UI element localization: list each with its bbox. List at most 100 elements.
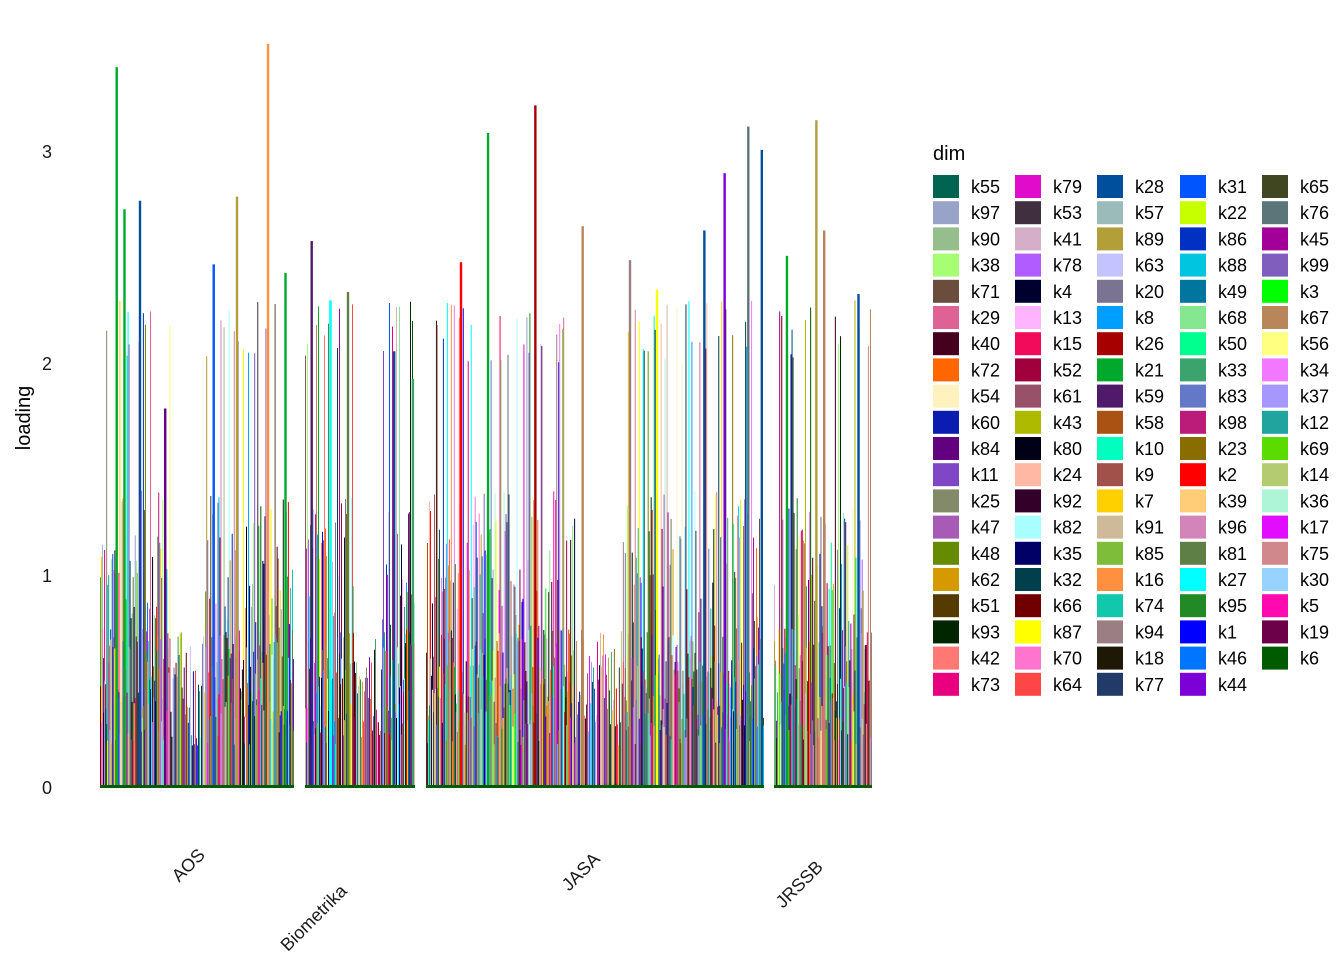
- legend-label: k30: [1300, 570, 1329, 590]
- bar: [546, 705, 548, 788]
- legend-item-k38: k38: [933, 253, 1000, 277]
- legend-label: k8: [1135, 308, 1154, 328]
- bar: [669, 735, 671, 788]
- bar: [180, 632, 182, 788]
- bar: [776, 737, 778, 788]
- bar: [229, 658, 231, 788]
- bar: [736, 628, 738, 788]
- bar: [632, 707, 634, 788]
- bar: [401, 734, 402, 788]
- bar: [832, 697, 834, 788]
- bar: [623, 696, 625, 788]
- bar: [807, 730, 809, 788]
- bar: [648, 698, 650, 788]
- bar: [243, 743, 245, 788]
- bar: [470, 324, 472, 788]
- bar: [114, 648, 116, 788]
- bar: [690, 635, 692, 788]
- bar: [660, 720, 662, 788]
- legend-item-k65: k65: [1262, 175, 1329, 198]
- bar: [633, 700, 635, 788]
- bar: [305, 355, 306, 788]
- legend-item-k32: k32: [1015, 568, 1082, 591]
- bar: [119, 734, 121, 788]
- legend-swatch: [1097, 175, 1123, 198]
- bar: [187, 722, 189, 788]
- bar: [645, 693, 647, 788]
- legend-label: k73: [971, 675, 1000, 695]
- bar: [658, 654, 660, 788]
- bar: [671, 655, 673, 788]
- legend-swatch: [1015, 568, 1041, 591]
- legend-label: k20: [1135, 282, 1164, 302]
- bar: [528, 352, 530, 788]
- bar: [792, 357, 794, 788]
- bar: [100, 686, 102, 788]
- bar: [699, 342, 701, 788]
- bar: [457, 691, 459, 788]
- baseline-strip: [426, 785, 764, 788]
- bar: [800, 724, 802, 788]
- legend-swatch: [1015, 227, 1041, 251]
- bar: [601, 655, 603, 788]
- bar: [131, 701, 133, 788]
- bar: [344, 720, 345, 788]
- bar: [277, 712, 279, 788]
- bar: [461, 692, 463, 788]
- bar: [854, 670, 856, 788]
- bar: [603, 697, 605, 788]
- bar: [195, 738, 197, 788]
- bar: [842, 721, 844, 788]
- bar: [670, 518, 672, 788]
- bar: [606, 708, 608, 788]
- bar: [468, 570, 470, 788]
- bar: [319, 559, 320, 788]
- bar: [567, 691, 569, 788]
- legend-swatch: [1262, 332, 1288, 356]
- bar: [399, 687, 400, 788]
- bar: [715, 742, 717, 788]
- x-tick-label-biometrika: Biometrika: [277, 880, 352, 955]
- legend-swatch: [933, 672, 959, 696]
- bar: [338, 576, 339, 788]
- bar: [444, 684, 446, 788]
- bar: [847, 734, 849, 788]
- bar: [625, 730, 627, 788]
- legend-label: k29: [971, 308, 1000, 328]
- bar: [682, 670, 684, 788]
- bar: [321, 677, 322, 788]
- legend-label: k56: [1300, 334, 1329, 354]
- bar: [755, 665, 757, 788]
- bar: [527, 724, 529, 788]
- bar: [650, 497, 652, 788]
- bar: [408, 690, 409, 788]
- bar: [147, 703, 150, 788]
- bar: [496, 641, 498, 788]
- bar: [830, 542, 832, 788]
- bar-peak-k89: [815, 120, 818, 788]
- bar-peak-k28: [857, 294, 860, 788]
- x-tick-label-jrssb: JRSSB: [772, 857, 827, 912]
- bar: [757, 617, 759, 788]
- legend-item-k28: k28: [1097, 175, 1164, 198]
- bar: [127, 311, 129, 788]
- bar: [282, 499, 284, 788]
- bar: [367, 677, 368, 788]
- y-axis: 0 1 2 3: [42, 142, 52, 798]
- bar: [456, 608, 458, 788]
- bar: [466, 542, 468, 788]
- bar: [349, 633, 350, 788]
- bar: [737, 713, 739, 788]
- bar: [392, 659, 393, 788]
- bar: [525, 723, 527, 788]
- bar: [345, 499, 346, 788]
- bar: [239, 688, 241, 788]
- bar: [750, 701, 752, 788]
- bar: [522, 736, 524, 788]
- bar: [749, 672, 751, 788]
- bar: [368, 697, 369, 788]
- legend-label: k17: [1300, 518, 1329, 538]
- bar: [279, 715, 281, 788]
- legend-swatch: [1015, 541, 1041, 565]
- bar: [600, 666, 602, 788]
